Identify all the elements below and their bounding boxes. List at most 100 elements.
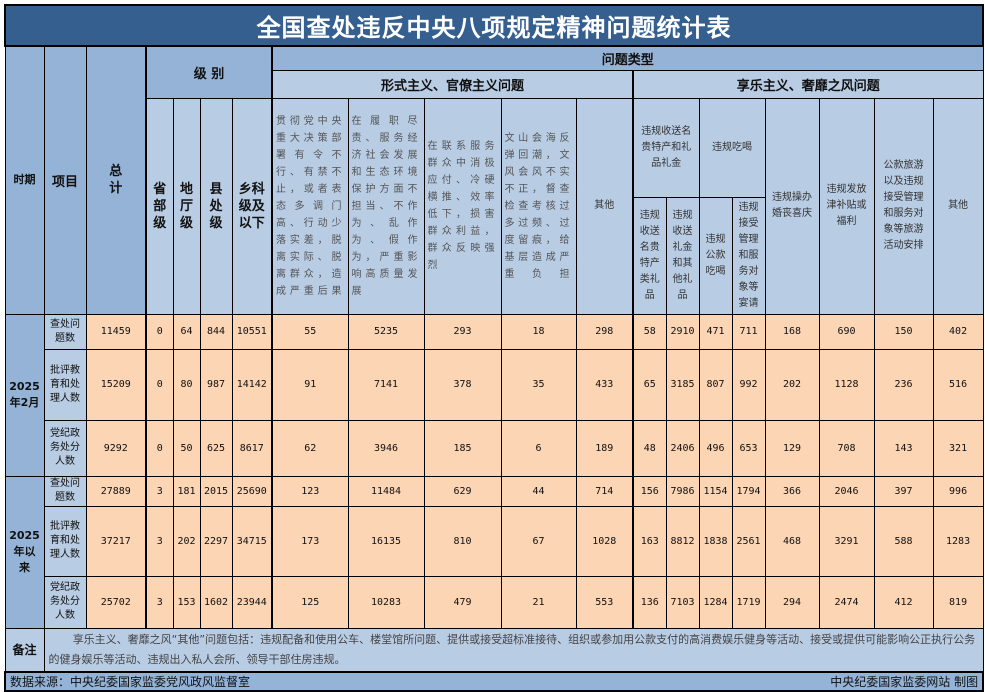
value-cell: 397 — [873, 475, 934, 507]
note-label: 备注 — [4, 627, 45, 673]
value-cell: 25690 — [231, 475, 273, 507]
table-row: 批评教育和处理人数 15209 0 80 987 14142 91 7141 378 35 433 6… — [5, 348, 984, 421]
value-cell: 8812 — [665, 505, 700, 577]
value-cell: 58 — [632, 313, 667, 350]
header-formalism-col-1: 贯彻党中央重大决策部署有令不行、有禁不止，或者表态多调门高、行动少落实差，脱离实… — [271, 97, 349, 315]
value-cell: 468 — [764, 505, 820, 577]
value-cell: 0 — [145, 348, 174, 421]
value-cell: 3 — [145, 475, 174, 507]
value-cell: 1602 — [199, 575, 233, 629]
value-cell: 44 — [500, 475, 577, 507]
value-cell: 125 — [271, 575, 349, 629]
header-total: 总计 — [85, 45, 147, 315]
value-cell: 479 — [423, 575, 502, 629]
value-cell: 1128 — [818, 348, 875, 421]
header-dining-banquet: 违规接受管理和服务对象等宴请 — [731, 196, 766, 315]
header-formalism-col-4: 文山会海反弹回潮，文风会风不实不正，督查检查考核过多过频、过度留痕，给基层造成严… — [500, 97, 577, 315]
value-cell: 2406 — [665, 419, 700, 477]
value-cell: 0 — [145, 419, 174, 477]
table-row: 党纪政务处分人数 25702 3 153 1602 23944 125 10283 479 21 5… — [5, 575, 984, 629]
value-cell: 5235 — [347, 313, 425, 350]
value-cell: 625 — [199, 419, 233, 477]
value-cell: 18 — [500, 313, 577, 350]
header-level-township: 乡科级及以下 — [231, 97, 273, 315]
value-cell: 992 — [731, 348, 766, 421]
value-cell: 1838 — [698, 505, 733, 577]
value-cell: 412 — [873, 575, 934, 629]
header-formalism-col-2: 在履职尽责、服务经济社会发展和生态环境保护方面不担当、不作为、乱作为、假作为，严… — [347, 97, 425, 315]
value-cell: 714 — [575, 475, 634, 507]
value-cell: 2297 — [199, 505, 233, 577]
value-cell: 496 — [698, 419, 733, 477]
table-title: 全国查处违反中央八项规定精神问题统计表 — [3, 4, 985, 47]
period-label: 2025年2月 — [4, 313, 45, 477]
value-cell: 553 — [575, 575, 634, 629]
value-cell: 293 — [423, 313, 502, 350]
value-cell: 402 — [932, 313, 984, 350]
header-dining-group: 违规吃喝 — [698, 97, 766, 198]
value-cell: 516 — [932, 348, 984, 421]
value-cell: 7103 — [665, 575, 700, 629]
value-cell: 7141 — [347, 348, 425, 421]
value-cell: 1284 — [698, 575, 733, 629]
value-cell: 0 — [145, 313, 174, 350]
row-item-label: 党纪政务处分人数 — [43, 419, 87, 477]
value-cell: 708 — [818, 419, 875, 477]
value-cell: 35 — [500, 348, 577, 421]
table-row: 批评教育和处理人数 37217 3 202 2297 34715 173 16135 810 67… — [5, 505, 984, 577]
value-cell: 143 — [873, 419, 934, 477]
value-cell: 185 — [423, 419, 502, 477]
value-cell: 23944 — [231, 575, 273, 629]
value-cell: 236 — [873, 348, 934, 421]
credit: 中央纪委国家监委网站 制图 — [830, 675, 979, 689]
value-cell: 64 — [172, 313, 201, 350]
value-cell: 3291 — [818, 505, 875, 577]
value-cell: 181 — [172, 475, 201, 507]
total-cell: 15209 — [85, 348, 147, 421]
header-hedonism-other: 其他 — [932, 97, 984, 315]
total-cell: 25702 — [85, 575, 147, 629]
header-level-prefecture: 地厅级 — [172, 97, 201, 315]
value-cell: 2910 — [665, 313, 700, 350]
period-label: 2025年以来 — [4, 475, 45, 629]
total-cell: 9292 — [85, 419, 147, 477]
value-cell: 1154 — [698, 475, 733, 507]
value-cell: 91 — [271, 348, 349, 421]
row-item-label: 党纪政务处分人数 — [43, 575, 87, 629]
value-cell: 14142 — [231, 348, 273, 421]
data-source: 数据来源：中央纪委国家监委党风政风监督室 — [10, 675, 251, 689]
header-formalism-group: 形式主义、官僚主义问题 — [271, 69, 634, 99]
value-cell: 163 — [632, 505, 667, 577]
value-cell: 67 — [500, 505, 577, 577]
value-cell: 366 — [764, 475, 820, 507]
value-cell: 168 — [764, 313, 820, 350]
header-formalism-col-3: 在联系服务群众中消极应付、冷硬横推、效率低下，损害群众利益，群众反映强烈 — [423, 97, 502, 315]
header-dining-public: 违规公款吃喝 — [698, 196, 733, 315]
value-cell: 136 — [632, 575, 667, 629]
value-cell: 123 — [271, 475, 349, 507]
value-cell: 65 — [632, 348, 667, 421]
value-cell: 173 — [271, 505, 349, 577]
value-cell: 55 — [271, 313, 349, 350]
row-item-label: 批评教育和处理人数 — [43, 348, 87, 421]
value-cell: 1794 — [731, 475, 766, 507]
header-level-group: 级 别 — [145, 45, 273, 99]
value-cell: 471 — [698, 313, 733, 350]
header-level-county: 县处级 — [199, 97, 233, 315]
value-cell: 21 — [500, 575, 577, 629]
statistics-table: 全国查处违反中央八项规定精神问题统计表 时期 项目 总计 级 别 问题类型 形式… — [3, 4, 985, 692]
value-cell: 10283 — [347, 575, 425, 629]
header-travel: 公款旅游以及违规接受管理和服务对象等旅游活动安排 — [873, 97, 934, 315]
header-gifts-group: 违规收送名贵特产和礼品礼金 — [632, 97, 700, 198]
value-cell: 153 — [172, 575, 201, 629]
table-row: 2025年2月 查处问题数 11459 0 64 844 10551 55 5235 293 18 2… — [4, 313, 984, 477]
value-cell: 810 — [423, 505, 502, 577]
value-cell: 2561 — [731, 505, 766, 577]
header-weddings-funerals: 违规操办婚丧喜庆 — [764, 97, 820, 315]
value-cell: 321 — [932, 419, 984, 477]
row-item-label: 查处问题数 — [43, 475, 87, 507]
header-hedonism-group: 享乐主义、奢靡之风问题 — [631, 69, 984, 99]
row-item-label: 查处问题数 — [43, 313, 87, 350]
header-subsidies: 违规发放津补贴或福利 — [818, 97, 875, 315]
value-cell: 62 — [271, 419, 349, 477]
